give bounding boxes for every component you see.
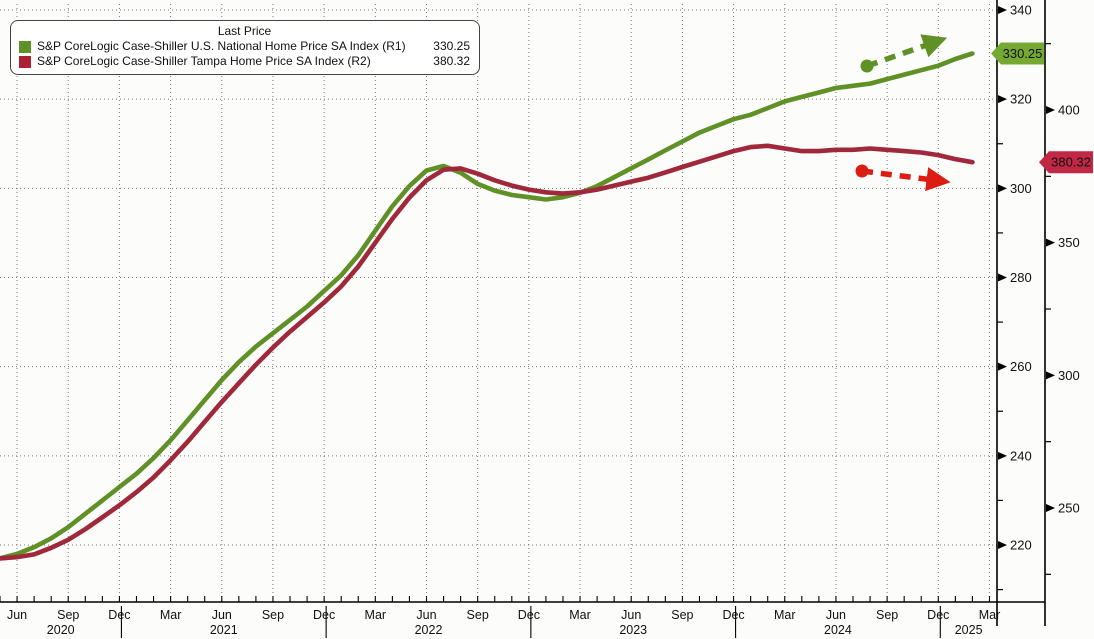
svg-text:Mar: Mar [979,608,1001,622]
svg-text:Sep: Sep [57,608,79,622]
svg-text:Sep: Sep [671,608,693,622]
svg-text:300: 300 [1010,181,1032,196]
r2-axis: 400 350 300 250 [1045,43,1080,575]
svg-text:280: 280 [1010,270,1032,285]
svg-text:2020: 2020 [47,623,75,637]
svg-text:Sep: Sep [876,608,898,622]
svg-text:Mar: Mar [160,608,182,622]
tampa-series-label: S&P CoreLogic Case-Shiller Tampa Home Pr… [37,54,371,68]
r1-axis: 340 320 300 280 260 240 220 [997,3,1032,591]
svg-text:Dec: Dec [313,608,335,622]
svg-text:340: 340 [1010,3,1032,18]
svg-text:350: 350 [1058,235,1080,250]
svg-text:2025: 2025 [955,623,983,637]
national-trend-arrow [860,34,948,73]
axis-lines [0,0,1046,626]
svg-text:Mar: Mar [774,608,796,622]
svg-text:Jun: Jun [7,608,27,622]
svg-text:260: 260 [1010,359,1032,374]
national-series-label: S&P CoreLogic Case-Shiller U.S. National… [37,39,406,53]
svg-text:Mar: Mar [569,608,591,622]
svg-text:Sep: Sep [467,608,489,622]
svg-text:Dec: Dec [722,608,744,622]
national-last-price-badge: 330.25 [991,42,1044,65]
tampa-last-price-badge: 380.32 [1039,151,1093,174]
tampa-last-price: 380.32 [433,54,470,68]
legend-title: Last Price [217,24,272,38]
svg-text:2021: 2021 [210,623,238,637]
svg-text:2023: 2023 [619,623,647,637]
svg-text:240: 240 [1010,448,1032,463]
svg-text:2024: 2024 [824,623,852,637]
svg-text:Sep: Sep [262,608,284,622]
svg-text:320: 320 [1010,92,1032,107]
national-last-price: 330.25 [433,39,470,53]
svg-text:330.25: 330.25 [1003,46,1043,61]
svg-text:Jun: Jun [416,608,436,622]
svg-text:380.32: 380.32 [1051,155,1091,170]
vertical-gridlines [16,4,990,602]
svg-text:300: 300 [1058,368,1080,383]
tampa-series-swatch-icon [19,55,31,68]
svg-text:Dec: Dec [108,608,130,622]
svg-text:Dec: Dec [518,608,540,622]
legend-row-tampa[interactable]: S&P CoreLogic Case-Shiller Tampa Home Pr… [19,54,470,69]
svg-text:400: 400 [1058,103,1080,118]
svg-text:Mar: Mar [365,608,387,622]
svg-text:Jun: Jun [212,608,232,622]
svg-text:250: 250 [1058,500,1080,515]
national-series-swatch-icon [19,40,31,53]
legend-box: Last Price S&P CoreLogic Case-Shiller U.… [10,20,480,75]
x-axis: Jun Sep Dec Mar Jun Sep Dec Mar Jun Sep Dec Mar Jun S… [0,596,1000,638]
svg-text:2022: 2022 [415,623,443,637]
tampa-series-line [0,143,975,561]
svg-text:220: 220 [1010,537,1032,552]
svg-text:Jun: Jun [826,608,846,622]
legend-row-national[interactable]: S&P CoreLogic Case-Shiller U.S. National… [19,39,470,54]
tampa-trend-arrow [855,164,951,192]
svg-text:Dec: Dec [927,608,949,622]
svg-text:Jun: Jun [621,608,641,622]
national-series-line [0,51,975,561]
